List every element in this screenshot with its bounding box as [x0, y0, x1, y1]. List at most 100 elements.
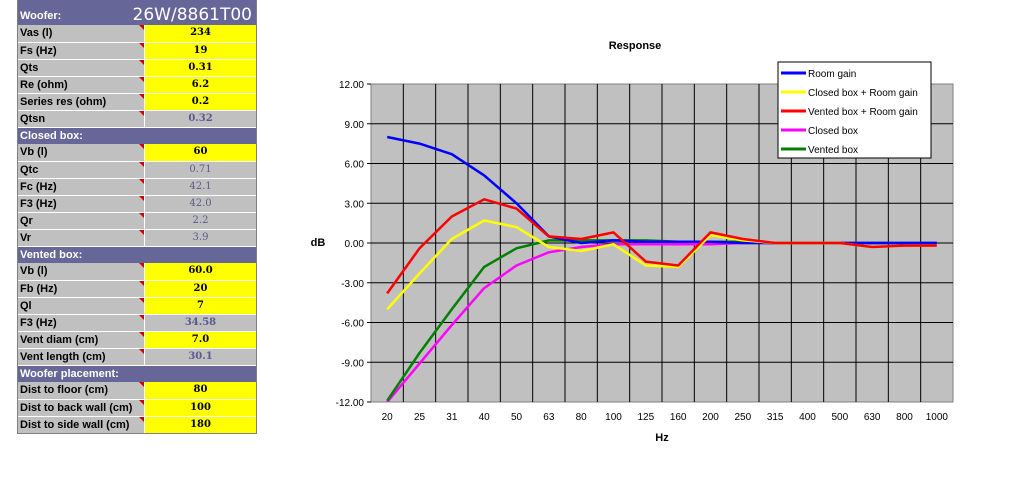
- x-tick-label: 315: [767, 412, 784, 423]
- x-tick-label: 80: [576, 412, 588, 423]
- placement-row-dist-to-floor-cm: Dist to floor (cm) 80: [18, 382, 256, 399]
- x-tick-label: 630: [864, 412, 881, 423]
- placement-label-dist-to-side-wall-cm: Dist to side wall (cm): [18, 417, 145, 433]
- vented-row-fb-hz: Fb (Hz) 20: [18, 280, 256, 297]
- x-tick-label: 20: [382, 412, 394, 423]
- y-tick-label: 6.00: [345, 160, 365, 171]
- parameter-sheet: Woofer: 26W/8861T00 Vas (l) 234 Fs (Hz) 19 Q…: [17, 0, 257, 434]
- y-tick-label: -3.00: [341, 279, 364, 290]
- x-tick-label: 250: [734, 412, 751, 423]
- y-tick-label: 12.00: [339, 80, 364, 91]
- woofer-label-qts: Qts: [18, 60, 145, 76]
- closed-row-fc-hz: Fc (Hz) 42.1: [18, 178, 256, 195]
- x-tick-label: 50: [511, 412, 523, 423]
- woofer-row-vas-l: Vas (l) 234: [18, 25, 256, 42]
- woofer-value-vas-l-input[interactable]: 234: [145, 25, 256, 42]
- vented-label-ql: Ql: [18, 298, 145, 314]
- x-tick-label: 63: [543, 412, 555, 423]
- woofer-label-qtsn: Qtsn: [18, 111, 145, 127]
- woofer-label-fs-hz: Fs (Hz): [18, 43, 145, 59]
- x-tick-label: 400: [799, 412, 816, 423]
- vented-value-vent-diam-cm-input[interactable]: 7.0: [145, 332, 256, 348]
- placement-value-dist-to-back-wall-cm-input[interactable]: 100: [145, 400, 256, 416]
- x-tick-labels: 20 25 31 40 50 63 80 100 125 160 200 250 315 400 500 63…: [382, 412, 949, 423]
- closed-row-qr: Qr 2.2: [18, 212, 256, 229]
- placement-value-dist-to-side-wall-cm-input[interactable]: 180: [145, 417, 256, 433]
- closed-value-vb-l-input[interactable]: 60: [145, 144, 256, 161]
- woofer-placement-section-header: Woofer placement:: [18, 365, 256, 382]
- vented-box-section-header: Vented box:: [18, 246, 256, 263]
- chart-legend: Room gain Closed box + Room gain Vented bo…: [777, 61, 932, 159]
- closed-label-f3-hz: F3 (Hz): [18, 196, 145, 212]
- woofer-label-vas-l: Vas (l): [18, 25, 145, 42]
- y-tick-label: -9.00: [341, 358, 364, 369]
- y-tick-label: 0.00: [345, 239, 365, 250]
- closed-value-vr: 3.9: [145, 230, 256, 246]
- vented-value-f3-hz: 34.58: [145, 315, 256, 331]
- placement-value-dist-to-floor-cm-input[interactable]: 80: [145, 382, 256, 399]
- vented-row-vent-diam-cm: Vent diam (cm) 7.0: [18, 331, 256, 348]
- closed-value-qr: 2.2: [145, 213, 256, 229]
- x-tick-label: 40: [479, 412, 491, 423]
- woofer-value-qts-input[interactable]: 0.31: [145, 60, 256, 76]
- x-tick-label: 200: [702, 412, 719, 423]
- closed-label-vr: Vr: [18, 230, 145, 246]
- vented-label-vent-diam-cm: Vent diam (cm): [18, 332, 145, 348]
- vented-row-vb-l: Vb (l) 60.0: [18, 263, 256, 280]
- series-line-vented-box-room-gain: [386, 198, 937, 295]
- x-tick-label: 125: [637, 412, 654, 423]
- chart-title: Response: [609, 40, 662, 52]
- x-tick-label: 25: [414, 412, 426, 423]
- woofer-model-name: 26W/8861T00: [132, 5, 252, 25]
- placement-row-dist-to-side-wall-cm: Dist to side wall (cm) 180: [18, 416, 256, 433]
- vented-row-vent-length-cm: Vent length (cm) 30.1: [18, 348, 256, 365]
- woofer-section-label: Woofer:: [20, 10, 62, 22]
- placement-label-dist-to-floor-cm: Dist to floor (cm): [18, 382, 145, 399]
- closed-value-f3-hz: 42.0: [145, 196, 256, 212]
- closed-label-vb-l: Vb (l): [18, 144, 145, 161]
- x-tick-label: 100: [605, 412, 622, 423]
- placement-label-dist-to-back-wall-cm: Dist to back wall (cm): [18, 400, 145, 416]
- vented-label-fb-hz: Fb (Hz): [18, 281, 145, 297]
- y-axis-title: dB: [311, 237, 326, 249]
- woofer-label-re-ohm: Re (ohm): [18, 77, 145, 93]
- vented-label-vb-l: Vb (l): [18, 263, 145, 280]
- x-axis-title: Hz: [655, 432, 669, 444]
- x-tick-label: 500: [831, 412, 848, 423]
- woofer-value-re-ohm-input[interactable]: 6.2: [145, 77, 256, 93]
- x-tick-label: 1000: [926, 412, 949, 423]
- woofer-placement-rows: Dist to floor (cm) 80 Dist to back wall (c…: [18, 382, 256, 433]
- woofer-rows: Vas (l) 234 Fs (Hz) 19 Qts 0.31 Re (ohm) 6.2 Ser…: [18, 25, 256, 127]
- woofer-value-qtsn: 0.32: [145, 111, 256, 127]
- vented-row-ql: Ql 7: [18, 297, 256, 314]
- woofer-value-series-res-ohm-input[interactable]: 0.2: [145, 94, 256, 110]
- legend-label-room-gain: Room gain: [808, 69, 856, 80]
- closed-label-fc-hz: Fc (Hz): [18, 179, 145, 195]
- closed-row-vb-l: Vb (l) 60: [18, 144, 256, 161]
- woofer-header: Woofer: 26W/8861T00: [18, 0, 256, 25]
- x-tick-label: 31: [446, 412, 458, 423]
- x-tick-label: 160: [670, 412, 687, 423]
- y-tick-label: -12.00: [336, 398, 365, 409]
- vented-row-f3-hz: F3 (Hz) 34.58: [18, 314, 256, 331]
- legend-label-vented-box: Vented box: [808, 145, 858, 156]
- y-tick-label: -6.00: [341, 319, 364, 330]
- vented-value-vb-l-input[interactable]: 60.0: [145, 263, 256, 280]
- vented-value-fb-hz-input[interactable]: 20: [145, 281, 256, 297]
- series-lines: [386, 135, 937, 402]
- closed-box-section-header: Closed box:: [18, 127, 256, 144]
- legend-label-closed-box: Closed box: [808, 126, 858, 137]
- woofer-value-fs-hz-input[interactable]: 19: [145, 43, 256, 59]
- closed-box-rows: Vb (l) 60 Qtc 0.71 Fc (Hz) 42.1 F3 (Hz) 42.0 Qr 2…: [18, 144, 256, 246]
- vented-value-ql-input[interactable]: 7: [145, 298, 256, 314]
- legend-label-vented-box-room-gain: Vented box + Room gain: [808, 107, 918, 118]
- closed-row-vr: Vr 3.9: [18, 229, 256, 246]
- woofer-row-qtsn: Qtsn 0.32: [18, 110, 256, 127]
- closed-row-f3-hz: F3 (Hz) 42.0: [18, 195, 256, 212]
- woofer-row-fs-hz: Fs (Hz) 19: [18, 42, 256, 59]
- closed-label-qtc: Qtc: [18, 162, 145, 178]
- legend-label-closed-box-room-gain: Closed box + Room gain: [808, 88, 918, 99]
- y-tick-labels: 12.00 9.00 6.00 3.00 0.00 -3.00 -6.00 -9.00 -12.…: [336, 80, 365, 409]
- closed-row-qtc: Qtc 0.71: [18, 161, 256, 178]
